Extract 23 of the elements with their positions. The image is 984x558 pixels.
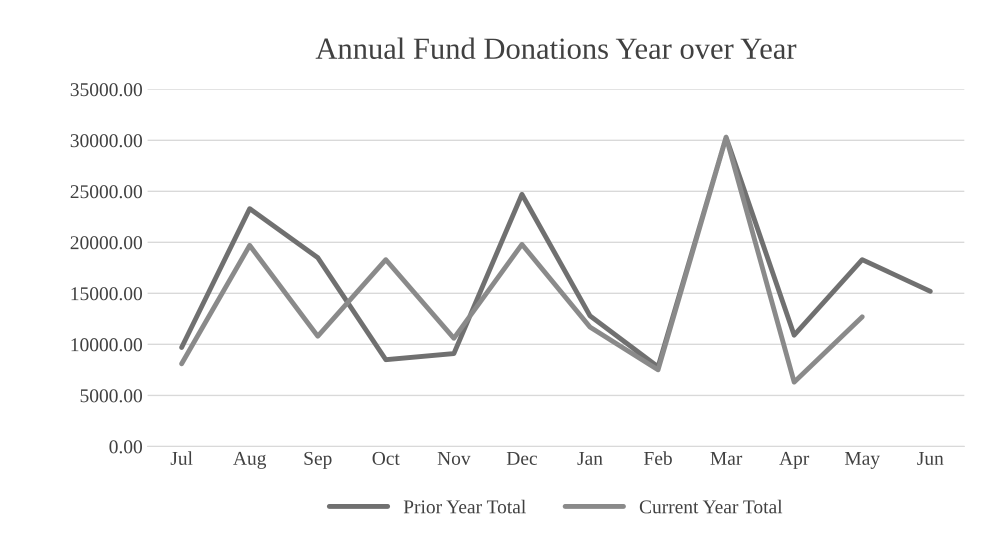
- x-tick-label: Feb: [644, 451, 672, 465]
- y-tick-label: 35000.00: [70, 83, 142, 96]
- y-tick-label: 30000.00: [70, 134, 142, 148]
- x-tick-label: Jun: [917, 452, 944, 465]
- x-tick-label: Dec: [506, 452, 537, 465]
- x-tick-label: Nov: [438, 452, 471, 465]
- x-tick-label: May: [844, 452, 880, 469]
- y-tick-label: 25000.00: [70, 185, 142, 198]
- y-tick-label: 15000.00: [72, 287, 142, 300]
- x-tick-label: Jan: [577, 452, 603, 465]
- y-tick-label: 20000.00: [70, 236, 142, 250]
- x-tick-label: Oct: [372, 452, 400, 465]
- legend-label: Current Year Total: [640, 500, 782, 514]
- x-tick-label: Sep: [304, 452, 332, 469]
- x-tick-label: Mar: [710, 452, 742, 465]
- y-tick-label: 5000.00: [80, 389, 142, 402]
- chart-title: Annual Fund Donations Year over Year: [316, 38, 796, 60]
- x-tick-label: Apr: [779, 452, 810, 469]
- x-tick-label: Jul: [170, 451, 193, 465]
- y-tick-label: 10000.00: [72, 338, 142, 352]
- legend-label: Prior Year Total: [404, 500, 526, 514]
- y-tick-label: 0.00: [109, 440, 142, 454]
- x-tick-label: Aug: [233, 452, 266, 469]
